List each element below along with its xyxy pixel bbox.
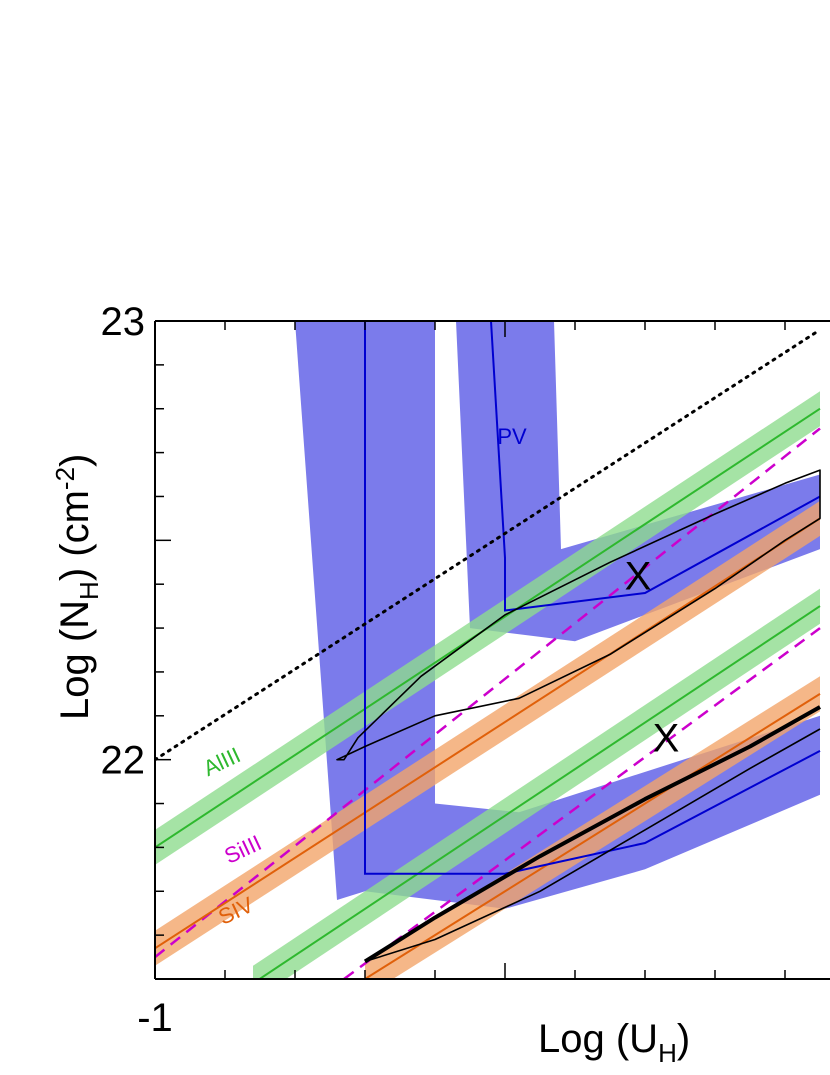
solution-marker-1: X xyxy=(625,554,652,598)
x-axis-title: Log (UH) xyxy=(538,1017,690,1068)
pv-band-1 xyxy=(274,321,820,909)
ion-label-aliii: AlIII xyxy=(199,742,244,781)
axes xyxy=(154,320,830,980)
confidence-contour-2 xyxy=(363,705,821,964)
confidence-contour-3 xyxy=(364,728,821,963)
y-axis-title: Log (NH) (cm-2) xyxy=(50,454,104,720)
series-1-line-1 xyxy=(257,605,821,979)
ion-label-pv: PV xyxy=(497,424,527,449)
siv-line-4 xyxy=(155,517,821,950)
tick-labels: -1 22 23 xyxy=(101,300,173,1040)
y-tick-label: 22 xyxy=(101,739,146,783)
confidence-contour-1 xyxy=(336,469,821,761)
ion-label-siiii: SiIII xyxy=(220,830,265,869)
pv-band-2 xyxy=(414,321,820,642)
series-5-line-5 xyxy=(364,693,821,979)
series-1-band xyxy=(253,588,820,979)
ticks xyxy=(154,320,786,980)
y-tick-label: 23 xyxy=(101,300,146,344)
pv-line-7 xyxy=(490,321,821,612)
solution-marker-2: X xyxy=(653,717,680,761)
x-tick-label: -1 xyxy=(137,996,173,1040)
pv-line-6 xyxy=(364,321,821,875)
